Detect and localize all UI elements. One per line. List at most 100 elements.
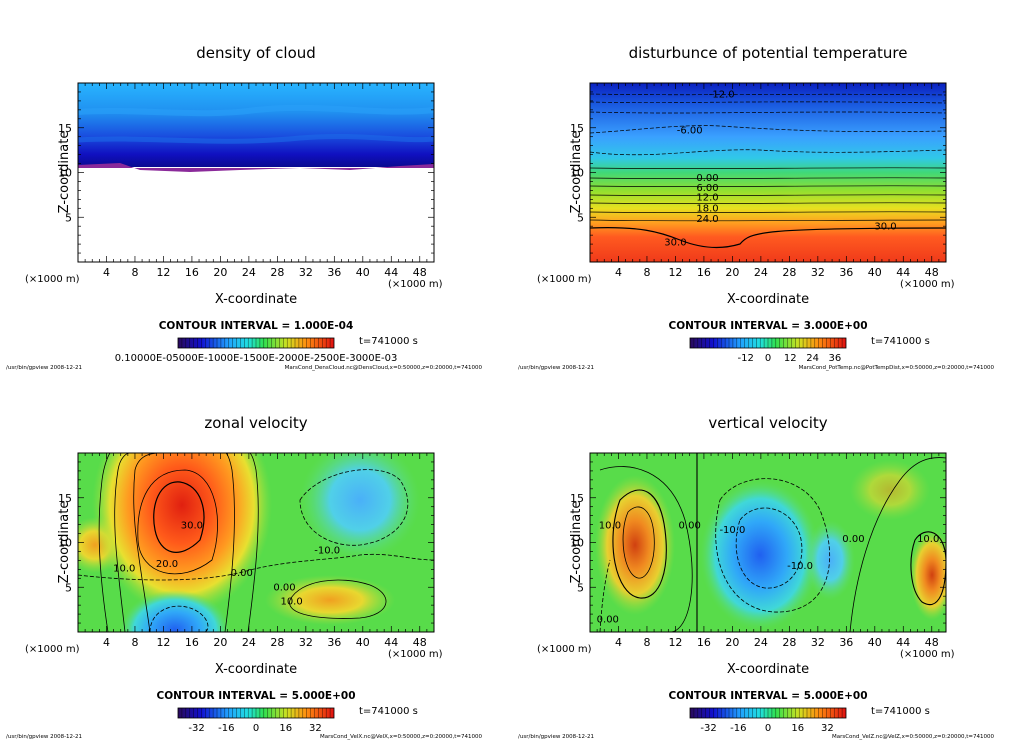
x-tick-label: 12 — [156, 636, 170, 649]
contour-label: -6.00 — [677, 126, 703, 137]
footer-left: /usr/bin/gpview 2008-12-21 — [518, 734, 594, 740]
colorbar-tick-label: 24 — [806, 353, 819, 364]
x-unit-right: (×1000 m) — [900, 649, 955, 660]
x-tick-label: 24 — [242, 636, 256, 649]
x-tick-label: 28 — [782, 636, 796, 649]
panel-potential-temperature: disturbunce of potential temperature -12… — [518, 44, 994, 371]
x-tick-label: 48 — [413, 266, 427, 279]
x-tick-label: 16 — [697, 266, 711, 279]
contour-label: 10.0 — [917, 534, 939, 545]
x-axis-label: X-coordinate — [215, 292, 297, 307]
colorbar-label: 0.10000E-05000E-1000E-1500E-2000E-2500E-… — [115, 353, 398, 364]
x-tick-label: 20 — [725, 266, 739, 279]
x-tick-label: 36 — [327, 266, 341, 279]
y-axis-label: Z-coordinate — [569, 131, 584, 214]
x-tick-label: 32 — [299, 266, 313, 279]
x-tick-label: 12 — [668, 636, 682, 649]
contour-interval: CONTOUR INTERVAL = 5.000E+00 — [156, 690, 355, 702]
time-label: t=741000 s — [359, 336, 418, 347]
panel-title: vertical velocity — [708, 414, 827, 432]
x-tick-label: 8 — [643, 266, 650, 279]
x-unit-left: (×1000 m) — [25, 644, 80, 655]
colorbar-tick-label: 32 — [821, 723, 834, 734]
y-tick-label: 10 — [570, 167, 584, 180]
contour-lines — [590, 93, 946, 249]
contour-label: 10.0 — [599, 521, 621, 532]
colorbar-tick-label: -16 — [218, 723, 234, 734]
temperature-field — [590, 83, 946, 262]
panel-title: disturbunce of potential temperature — [629, 44, 908, 62]
contour-label: 30.0 — [874, 221, 896, 232]
contour-label: 6.00 — [696, 183, 718, 194]
x-tick-label: 4 — [103, 636, 110, 649]
x-tick-label: 28 — [270, 636, 284, 649]
x-tick-label: 20 — [725, 636, 739, 649]
plot-field — [590, 453, 946, 632]
footer-left: /usr/bin/gpview 2008-12-21 — [518, 365, 594, 371]
x-tick-label: 32 — [811, 266, 825, 279]
x-tick-label: 16 — [185, 266, 199, 279]
y-tick-label: 15 — [58, 492, 72, 505]
contour-label: -10.0 — [314, 546, 340, 557]
contour-labels: 30.0 20.0 10.0 0.00 -10.0 0.00 10.0 — [113, 521, 340, 608]
x-tick-label: 8 — [131, 266, 138, 279]
colorbar-tick-label: -32 — [700, 723, 716, 734]
y-tick-label: 5 — [577, 581, 584, 594]
colorbar-tick-label: 16 — [791, 723, 804, 734]
x-tick-label: 48 — [413, 636, 427, 649]
x-tick-label: 48 — [925, 636, 939, 649]
contour-interval: CONTOUR INTERVAL = 5.000E+00 — [668, 690, 867, 702]
contour-label: 12.0 — [696, 193, 718, 204]
y-tick-label: 5 — [65, 211, 72, 224]
x-tick-label: 40 — [868, 266, 882, 279]
y-axis-label: Z-coordinate — [569, 501, 584, 584]
contour-label: 0.00 — [696, 173, 718, 184]
contour-label: 20.0 — [156, 559, 178, 570]
contour-label: 0.00 — [273, 582, 295, 593]
panel-title: zonal velocity — [204, 414, 307, 432]
contour-interval: CONTOUR INTERVAL = 3.000E+00 — [668, 320, 867, 332]
colorbar-ticks — [181, 708, 331, 718]
colorbar-ticks — [693, 708, 843, 718]
x-tick-label: 24 — [754, 636, 768, 649]
plot-field — [78, 453, 434, 632]
contour-lines — [78, 453, 434, 632]
contour-label: 0.00 — [679, 521, 701, 532]
y-axis-label: Z-coordinate — [57, 131, 72, 214]
contour-label: 0.00 — [597, 615, 619, 626]
x-tick-label: 24 — [754, 266, 768, 279]
footer-right: MarsCond_DensCloud.nc@DensCloud,x=0:5000… — [285, 365, 483, 371]
x-unit-left: (×1000 m) — [25, 274, 80, 285]
colorbar-tick-label: -12 — [738, 353, 754, 364]
x-tick-label: 12 — [156, 266, 170, 279]
x-tick-label: 24 — [242, 266, 256, 279]
y-tick-label: 5 — [65, 581, 72, 594]
x-tick-label: 20 — [213, 636, 227, 649]
colorbar-tick-label: 12 — [784, 353, 797, 364]
cloud-field — [78, 83, 434, 167]
panel-zonal-velocity: zonal velocity 30.020.010. — [6, 414, 482, 740]
x-tick-label: 32 — [811, 636, 825, 649]
panel-title: density of cloud — [196, 44, 316, 62]
x-tick-label: 12 — [668, 266, 682, 279]
y-tick-label: 10 — [570, 537, 584, 550]
panel-density-of-cloud: density of cloud 4 8 12 16 20 24 28 32 36 40 44 485… — [6, 44, 482, 371]
x-tick-label: 48 — [925, 266, 939, 279]
colorbar-tick-label: -32 — [188, 723, 204, 734]
colorbar-tick-label: 0 — [765, 723, 771, 734]
x-tick-label: 16 — [185, 636, 199, 649]
colorbar-labels: -12 0 12 24 36 — [738, 353, 842, 364]
plot-field — [590, 83, 946, 262]
x-tick-label: 8 — [643, 636, 650, 649]
x-axis-label: X-coordinate — [215, 662, 297, 677]
x-unit-right: (×1000 m) — [900, 279, 955, 290]
x-tick-label: 4 — [615, 636, 622, 649]
contour-label: 10.0 — [113, 564, 135, 575]
contour-lines — [599, 453, 946, 632]
x-unit-left: (×1000 m) — [537, 644, 592, 655]
footer-right: MarsCond_PotTemp.nc@PotTempDist,x=0:5000… — [799, 365, 995, 371]
x-tick-label: 36 — [327, 636, 341, 649]
